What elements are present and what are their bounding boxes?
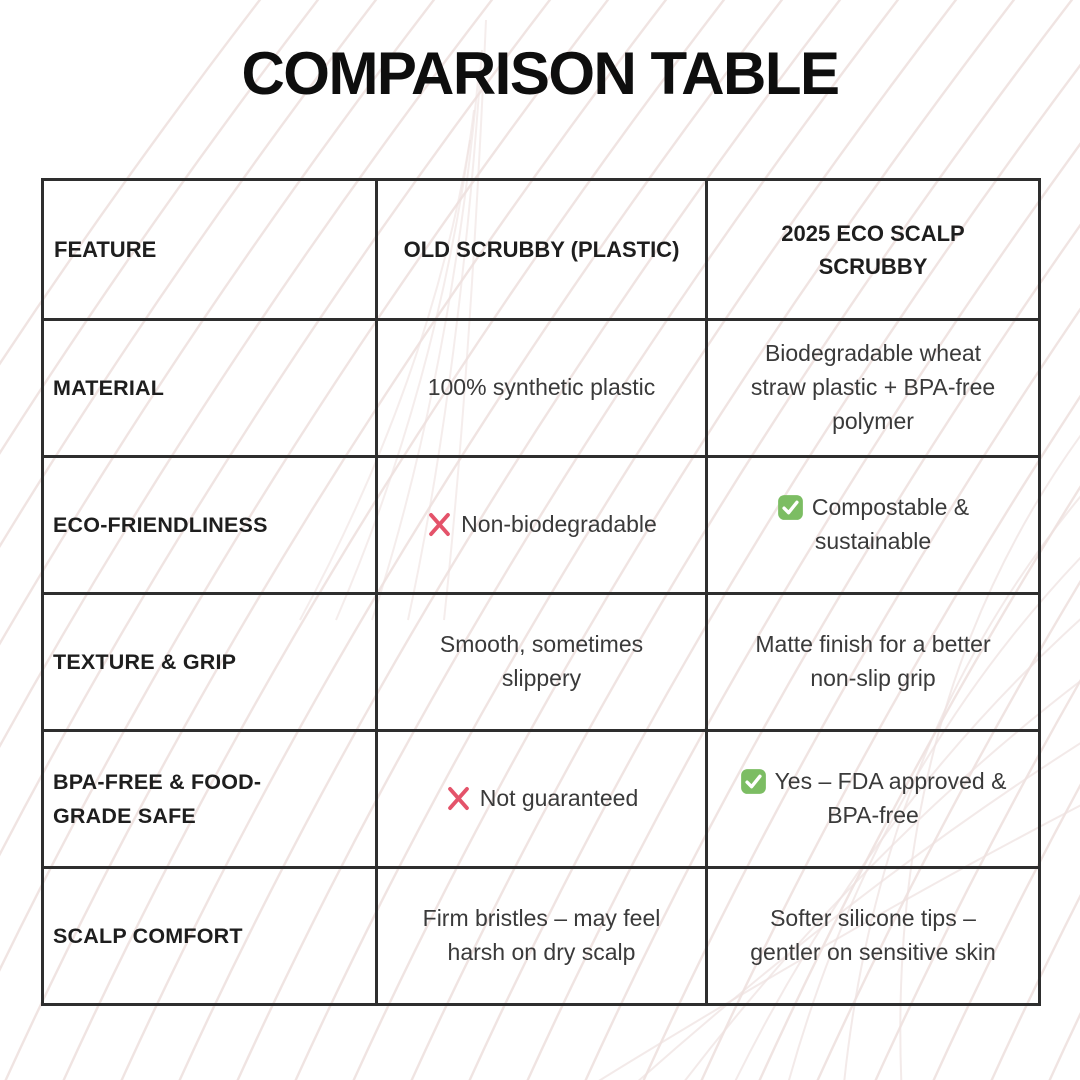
cross-icon: [426, 511, 453, 538]
feature-cell: SCALP COMFORT: [41, 866, 378, 1006]
old-scrubby-cell: Smooth, sometimes slippery: [375, 592, 708, 732]
cell-text: Non-biodegradable: [461, 511, 657, 538]
old-scrubby-cell: Firm bristles – may feel harsh on dry sc…: [375, 866, 708, 1006]
cell-text: Softer silicone tips – gentler on sensit…: [750, 905, 996, 965]
cross-icon: [445, 785, 472, 812]
table-row: BPA-FREE & FOOD- GRADE SAFE Not guarante…: [41, 729, 1041, 869]
cell-text: Firm bristles – may feel harsh on dry sc…: [422, 905, 661, 965]
header-eco-scrubby: 2025 ECO SCALP SCRUBBY: [705, 178, 1041, 321]
page-title: COMPARISON TABLE: [241, 40, 840, 107]
check-icon: [740, 768, 767, 795]
table-row: TEXTURE & GRIP Smooth, sometimes slipper…: [41, 592, 1041, 732]
feature-cell: MATERIAL: [41, 318, 378, 458]
cell-text: 100% synthetic plastic: [427, 374, 656, 401]
cell-text: Matte finish for a better non-slip grip: [755, 631, 991, 691]
header-old-scrubby: OLD SCRUBBY (PLASTIC): [375, 178, 708, 321]
eco-scrubby-cell: Matte finish for a better non-slip grip: [705, 592, 1041, 732]
cell-text: Not guaranteed: [479, 785, 639, 812]
header-feature: FEATURE: [41, 178, 378, 321]
cell-text: Compostable & sustainable: [811, 494, 970, 554]
old-scrubby-cell: Non-biodegradable: [375, 455, 708, 595]
cell-text: Yes – FDA approved & BPA-free: [774, 768, 1007, 828]
eco-scrubby-cell: Biodegradable wheat straw plastic + BPA-…: [705, 318, 1041, 458]
check-icon: [777, 494, 804, 521]
feature-cell: TEXTURE & GRIP: [41, 592, 378, 732]
cell-text: Biodegradable wheat straw plastic + BPA-…: [750, 340, 996, 434]
cell-text: Smooth, sometimes slippery: [439, 631, 644, 691]
eco-scrubby-cell: Softer silicone tips – gentler on sensit…: [705, 866, 1041, 1006]
header-row: FEATURE OLD SCRUBBY (PLASTIC) 2025 ECO S…: [41, 178, 1041, 321]
feature-cell: BPA-FREE & FOOD- GRADE SAFE: [41, 729, 378, 869]
feature-cell: ECO-FRIENDLINESS: [41, 455, 378, 595]
table-row: MATERIAL 100% synthetic plastic Biodegra…: [41, 318, 1041, 458]
table-row: ECO-FRIENDLINESS Non-biodegradable Compo…: [41, 455, 1041, 595]
eco-scrubby-cell: Yes – FDA approved & BPA-free: [705, 729, 1041, 869]
old-scrubby-cell: 100% synthetic plastic: [375, 318, 708, 458]
old-scrubby-cell: Not guaranteed: [375, 729, 708, 869]
eco-scrubby-cell: Compostable & sustainable: [705, 455, 1041, 595]
table-row: SCALP COMFORT Firm bristles – may feel h…: [41, 866, 1041, 1006]
comparison-table: FEATURE OLD SCRUBBY (PLASTIC) 2025 ECO S…: [41, 178, 1041, 1006]
